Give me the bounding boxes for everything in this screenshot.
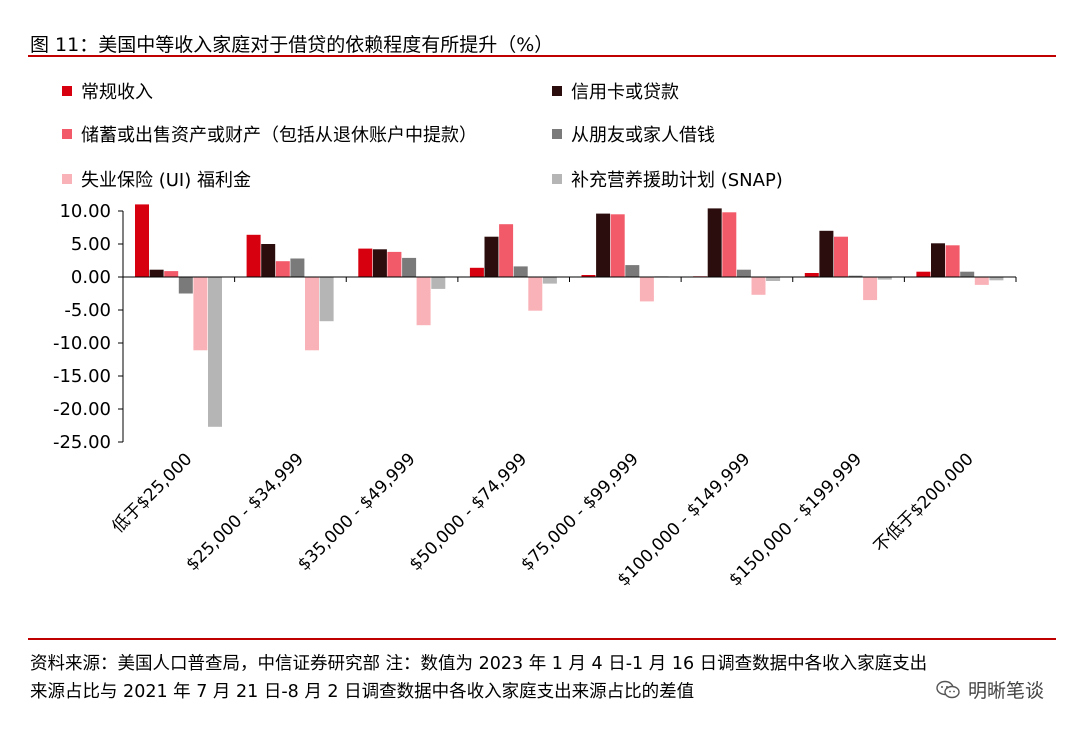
legend-swatch <box>552 86 562 96</box>
footer-divider <box>28 638 1056 640</box>
bar <box>135 204 149 277</box>
legend-label: 储蓄或出售资产或财产（包括从退休账户中提款） <box>81 125 477 146</box>
legend-label: 补充营养援助计划 (SNAP) <box>571 170 783 191</box>
legend-item: 失业保险 (UI) 福利金 <box>62 166 251 192</box>
legend-label: 信用卡或贷款 <box>571 82 679 103</box>
legend-swatch <box>62 174 72 184</box>
bar <box>528 277 543 311</box>
source-note-line-2: 来源占比与 2021 年 7 月 21 日-8 月 2 日调查数据中各收入家庭支… <box>30 682 695 702</box>
bar <box>989 277 1004 281</box>
x-tick-label: $75,000 - $99,999 <box>517 449 643 575</box>
bar <box>707 208 722 277</box>
y-tick-label: -5.00 <box>64 300 111 321</box>
y-tick-label: -15.00 <box>53 366 111 387</box>
bar <box>164 271 179 277</box>
bar <box>736 269 751 277</box>
y-tick-label: 5.00 <box>71 234 111 255</box>
bar <box>766 277 781 281</box>
bar <box>319 277 334 322</box>
bar <box>372 249 387 277</box>
bar <box>149 269 164 277</box>
legend-item: 储蓄或出售资产或财产（包括从退休账户中提款） <box>62 121 477 147</box>
bar <box>960 271 975 277</box>
bar <box>819 230 834 277</box>
bar <box>513 266 528 277</box>
watermark-text: 明晰笔谈 <box>967 680 1044 702</box>
bar <box>416 277 431 326</box>
bar <box>402 257 417 277</box>
legend-label: 常规收入 <box>81 82 153 103</box>
legend-swatch <box>62 86 72 96</box>
legend-swatch <box>62 129 72 139</box>
bar <box>484 236 499 277</box>
bar <box>469 267 484 277</box>
x-tick-label: $50,000 - $74,999 <box>406 449 532 575</box>
chart-title: 图 11：美国中等收入家庭对于借贷的依赖程度有所提升（%） <box>30 34 554 56</box>
legend-swatch <box>552 129 562 139</box>
y-tick-label: -10.00 <box>53 333 111 354</box>
bar <box>751 277 766 295</box>
bar <box>625 265 640 277</box>
bar <box>834 236 848 277</box>
bar <box>581 275 596 277</box>
bar <box>275 261 290 277</box>
bar <box>542 277 557 284</box>
bar <box>178 277 193 294</box>
bar <box>261 244 276 277</box>
bar <box>499 224 514 277</box>
bar <box>305 277 319 351</box>
legend-label: 从朋友或家人借钱 <box>571 125 715 146</box>
source-note-line-1: 资料来源：美国人口普查局，中信证券研究部 注：数值为 2023 年 1 月 4 … <box>30 654 928 674</box>
legend-item: 从朋友或家人借钱 <box>552 121 715 147</box>
bar <box>848 275 863 277</box>
bar <box>974 277 989 285</box>
legend-item: 信用卡或贷款 <box>552 78 679 104</box>
x-tick-label: $35,000 - $49,999 <box>294 449 420 575</box>
bar <box>610 214 625 277</box>
bar <box>431 277 446 289</box>
x-tick-label: 低于$25,000 <box>108 449 196 537</box>
bar <box>722 212 737 277</box>
bar <box>208 277 222 427</box>
bar <box>916 271 931 277</box>
bar <box>863 277 878 301</box>
x-tick-label: $25,000 - $34,999 <box>182 449 308 575</box>
bar <box>290 258 305 277</box>
y-tick-label: -25.00 <box>53 432 111 453</box>
y-tick-label: -20.00 <box>53 399 111 420</box>
bar <box>804 273 819 277</box>
legend-label: 失业保险 (UI) 福利金 <box>81 170 251 191</box>
wechat-icon <box>936 680 960 698</box>
legend-item: 常规收入 <box>62 78 153 104</box>
source-note: 资料来源：美国人口普查局，中信证券研究部 注：数值为 2023 年 1 月 4 … <box>30 650 1070 706</box>
x-tick-label: 不低于$200,000 <box>870 449 978 557</box>
bar <box>639 277 654 302</box>
bar <box>358 248 373 277</box>
bar <box>246 234 261 277</box>
bar <box>945 245 960 277</box>
bar <box>931 243 945 277</box>
bar <box>877 277 892 280</box>
y-tick-label: 10.00 <box>59 201 111 222</box>
watermark: 明晰笔谈 <box>936 676 1044 703</box>
title-divider <box>28 55 1056 57</box>
legend-swatch <box>552 174 562 184</box>
legend-item: 补充营养援助计划 (SNAP) <box>552 166 783 192</box>
bar <box>387 251 402 277</box>
y-tick-label: 0.00 <box>71 267 111 288</box>
bar <box>193 277 208 351</box>
bar <box>596 213 611 277</box>
